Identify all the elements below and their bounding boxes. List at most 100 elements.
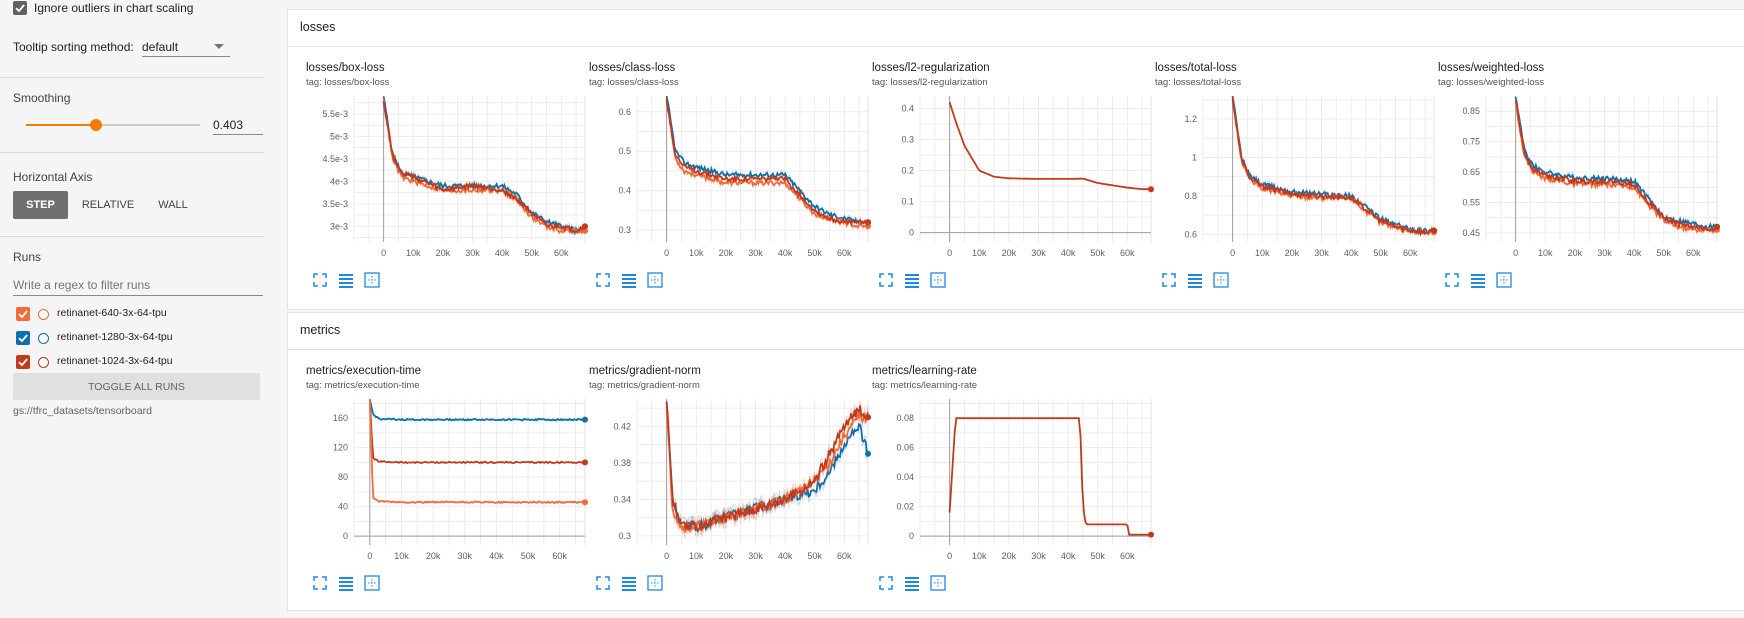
run-checkbox[interactable] bbox=[16, 355, 30, 369]
fullscreen-icon[interactable] bbox=[1161, 272, 1177, 288]
section-metrics-title[interactable]: metrics bbox=[300, 323, 341, 337]
axis-wall-button[interactable]: WALL bbox=[148, 191, 198, 219]
fit-domain-icon[interactable] bbox=[1496, 272, 1512, 288]
series-end-point bbox=[865, 414, 871, 421]
y-tick-label: 0.38 bbox=[613, 458, 631, 468]
chart-title: metrics/execution-time bbox=[306, 365, 422, 377]
axis-relative-button[interactable]: RELATIVE bbox=[74, 191, 142, 219]
data-download-icon[interactable] bbox=[904, 272, 920, 288]
run-color-icon[interactable] bbox=[38, 308, 49, 320]
y-tick-label: 0.55 bbox=[1462, 197, 1480, 207]
y-tick-label: 40 bbox=[338, 502, 348, 512]
run-checkbox[interactable] bbox=[16, 307, 30, 321]
data-download-icon[interactable] bbox=[1187, 272, 1203, 288]
y-tick-label: 5.5e-3 bbox=[322, 109, 348, 119]
fit-domain-icon[interactable] bbox=[647, 575, 663, 591]
y-tick-label: 0 bbox=[909, 531, 914, 541]
y-tick-label: 0.4 bbox=[901, 103, 914, 113]
x-tick-label: 40k bbox=[495, 248, 510, 258]
fullscreen-icon[interactable] bbox=[312, 272, 328, 288]
fullscreen-icon[interactable] bbox=[312, 575, 328, 591]
line-chart[interactable]: 0.45 0.55 0.65 0.75 0.85 0 10k 20k 30k 40k 50k 60k bbox=[1438, 94, 1721, 262]
series-line bbox=[948, 417, 1151, 536]
data-download-icon[interactable] bbox=[904, 575, 920, 591]
chart-card: losses/total-loss tag: losses/total-loss 0… bbox=[1155, 62, 1438, 302]
smoothing-slider[interactable] bbox=[26, 118, 200, 132]
tooltip-sorting-select[interactable]: default bbox=[142, 36, 230, 57]
run-checkbox[interactable] bbox=[16, 331, 30, 345]
x-tick-label: 50k bbox=[1373, 248, 1388, 258]
line-chart[interactable]: 0 40 80 120 160 0 10k 20k 30k 40k 50k 60k bbox=[306, 397, 589, 565]
line-chart[interactable]: 3e-3 3.5e-3 4e-3 4.5e-3 5e-3 5.5e-3 0 10k 20k 30k… bbox=[306, 94, 589, 262]
x-tick-label: 20k bbox=[719, 551, 734, 561]
series-end-point bbox=[865, 450, 871, 457]
logdir-path: gs://tfrc_datasets/tensorboard bbox=[13, 405, 152, 417]
fullscreen-icon[interactable] bbox=[595, 272, 611, 288]
runs-filter-field[interactable] bbox=[13, 276, 261, 294]
smoothing-slider-knob[interactable] bbox=[90, 119, 103, 131]
chart-tag: tag: metrics/gradient-norm bbox=[589, 380, 700, 391]
run-color-icon[interactable] bbox=[38, 356, 49, 368]
data-download-icon[interactable] bbox=[621, 272, 637, 288]
dropdown-arrow-icon bbox=[214, 44, 224, 49]
y-tick-label: 0 bbox=[909, 228, 914, 238]
x-tick-label: 10k bbox=[1538, 248, 1553, 258]
series-line bbox=[382, 96, 586, 236]
fullscreen-icon[interactable] bbox=[595, 575, 611, 591]
run-name: retinanet-640-3x-64-tpu bbox=[57, 307, 167, 319]
series-line bbox=[368, 398, 586, 422]
ignore-outliers-label: Ignore outliers in chart scaling bbox=[34, 1, 194, 15]
toggle-all-runs-label: TOGGLE ALL RUNS bbox=[88, 381, 185, 393]
chart-tag: tag: losses/total-loss bbox=[1155, 77, 1242, 88]
fit-domain-icon[interactable] bbox=[647, 272, 663, 288]
x-tick-label: 30k bbox=[748, 248, 763, 258]
fit-domain-icon[interactable] bbox=[364, 272, 380, 288]
fit-domain-icon[interactable] bbox=[364, 575, 380, 591]
x-tick-label: 10k bbox=[972, 551, 987, 561]
toggle-all-runs-button[interactable]: TOGGLE ALL RUNS bbox=[13, 373, 260, 400]
x-tick-label: 10k bbox=[1255, 248, 1270, 258]
runs-filter-input[interactable] bbox=[13, 276, 263, 296]
series-line bbox=[1514, 100, 1718, 232]
data-download-icon[interactable] bbox=[338, 272, 354, 288]
fit-domain-icon[interactable] bbox=[930, 272, 946, 288]
line-chart[interactable]: 0 0.02 0.04 0.06 0.08 0 10k 20k 30k 40k 50k 60k bbox=[872, 397, 1155, 565]
series-line bbox=[382, 101, 586, 233]
x-tick-label: 20k bbox=[1285, 248, 1300, 258]
fullscreen-icon[interactable] bbox=[1444, 272, 1460, 288]
line-chart[interactable]: 0.3 0.34 0.38 0.42 0 10k 20k 30k 40k 50k 60k bbox=[589, 397, 872, 565]
x-tick-label: 30k bbox=[1031, 248, 1046, 258]
series-line bbox=[665, 402, 869, 534]
y-tick-label: 80 bbox=[338, 472, 348, 482]
data-download-icon[interactable] bbox=[338, 575, 354, 591]
y-tick-label: 0.06 bbox=[896, 443, 914, 453]
y-tick-label: 0.1 bbox=[901, 197, 914, 207]
y-tick-label: 5e-3 bbox=[330, 131, 348, 141]
series-end-point bbox=[1148, 531, 1154, 538]
y-tick-label: 0.3 bbox=[618, 225, 631, 235]
ignore-outliers-checkbox[interactable] bbox=[13, 1, 27, 15]
fit-domain-icon[interactable] bbox=[1213, 272, 1229, 288]
line-chart[interactable]: 0 0.1 0.2 0.3 0.4 0 10k 20k 30k 40k 50k 60k bbox=[872, 94, 1155, 262]
y-tick-label: 0.42 bbox=[613, 421, 631, 431]
series-line bbox=[1231, 96, 1435, 237]
fullscreen-icon[interactable] bbox=[878, 272, 894, 288]
series-raw-line bbox=[383, 96, 586, 237]
chart-tag: tag: losses/weighted-loss bbox=[1438, 77, 1545, 88]
data-download-icon[interactable] bbox=[1470, 272, 1486, 288]
line-chart[interactable]: 0.3 0.4 0.5 0.6 0 10k 20k 30k 40k 50k 60k bbox=[589, 94, 872, 262]
fit-domain-icon[interactable] bbox=[930, 575, 946, 591]
line-chart[interactable]: 0.6 0.8 1 1.2 0 10k 20k 30k 40k 50k 60k bbox=[1155, 94, 1438, 262]
run-color-icon[interactable] bbox=[38, 332, 49, 344]
y-tick-label: 0.6 bbox=[1184, 229, 1197, 239]
section-losses-title[interactable]: losses bbox=[300, 20, 336, 34]
chart-toolbar bbox=[595, 575, 675, 591]
y-tick-label: 0.3 bbox=[901, 134, 914, 144]
data-download-icon[interactable] bbox=[621, 575, 637, 591]
fullscreen-icon[interactable] bbox=[878, 575, 894, 591]
smoothing-value-input[interactable]: 0.403 bbox=[213, 117, 263, 135]
x-tick-label: 60k bbox=[1120, 248, 1135, 258]
axis-step-button[interactable]: STEP bbox=[13, 191, 68, 219]
chart-card: metrics/gradient-norm tag: metrics/gradie… bbox=[589, 365, 872, 605]
chart-title: losses/class-loss bbox=[589, 62, 676, 74]
